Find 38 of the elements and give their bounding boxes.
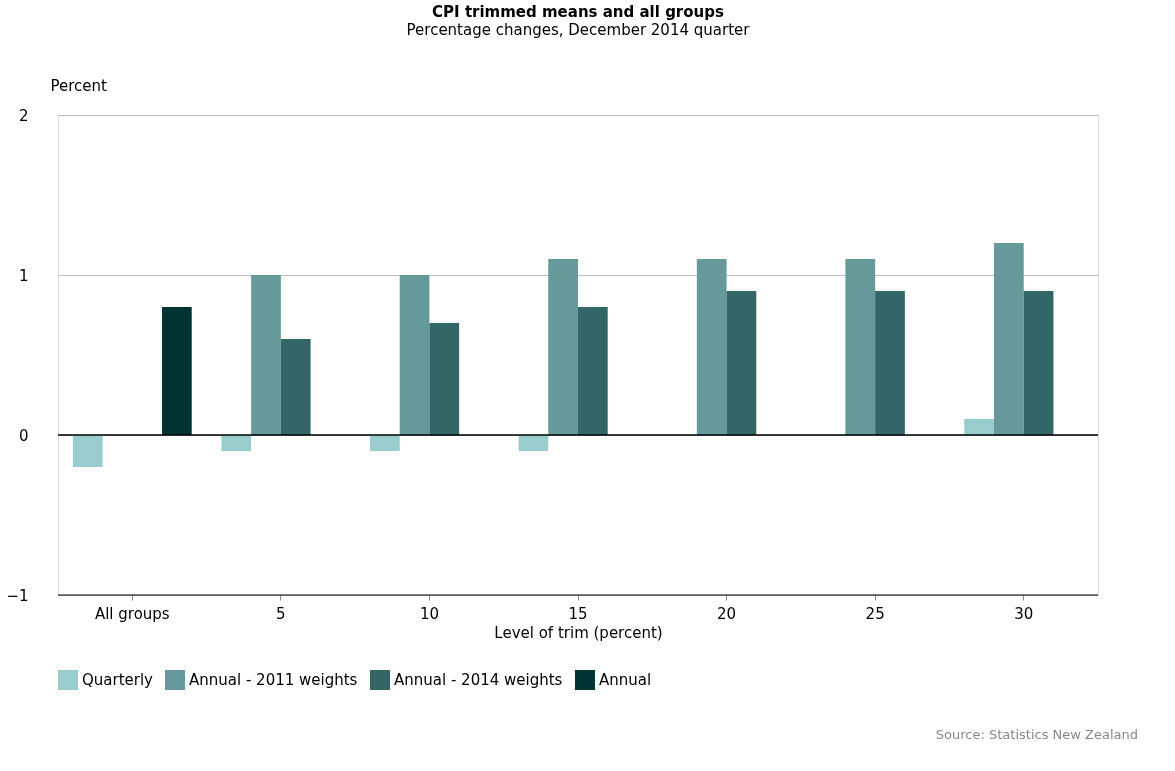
y-tick-label: −1 — [6, 586, 29, 605]
bar — [251, 275, 281, 435]
bar — [280, 339, 311, 435]
y-tick-label: 0 — [18, 426, 29, 445]
chart-subtitle: Percentage changes, December 2014 quarter — [406, 21, 751, 39]
x-tick-label: 5 — [276, 604, 286, 623]
bar — [696, 259, 727, 435]
legend-label: Quarterly — [82, 671, 154, 689]
bar — [162, 307, 192, 435]
bar — [578, 307, 608, 435]
bar — [518, 435, 549, 451]
x-tick-label: 25 — [865, 604, 885, 623]
x-axis-title: Level of trim (percent) — [494, 623, 663, 642]
x-tick-label: 30 — [1014, 604, 1034, 623]
bar — [399, 275, 430, 435]
bar — [875, 291, 905, 435]
bar — [221, 435, 252, 451]
y-axis-title: Percent — [50, 76, 108, 95]
bar — [845, 259, 876, 435]
bar — [548, 259, 578, 435]
x-tick-label: 10 — [419, 604, 439, 623]
x-tick-label: 15 — [568, 604, 588, 623]
bar — [994, 243, 1024, 435]
legend-label: Annual - 2014 weights — [394, 671, 563, 689]
bar — [726, 291, 757, 435]
bar — [1023, 291, 1054, 435]
bar — [370, 435, 400, 451]
y-tick-label: 2 — [18, 106, 29, 125]
chart-title: CPI trimmed means and all groups — [432, 3, 724, 21]
legend-label: Annual - 2011 weights — [189, 671, 358, 689]
source-note: Source: Statistics New Zealand — [935, 727, 1138, 742]
bar — [429, 323, 460, 435]
y-tick-label: 1 — [18, 266, 29, 285]
bar — [964, 419, 994, 435]
x-tick-label: All groups — [94, 604, 170, 623]
legend-label: Annual — [599, 671, 652, 689]
x-tick-label: 20 — [717, 604, 737, 623]
bar — [72, 435, 103, 467]
